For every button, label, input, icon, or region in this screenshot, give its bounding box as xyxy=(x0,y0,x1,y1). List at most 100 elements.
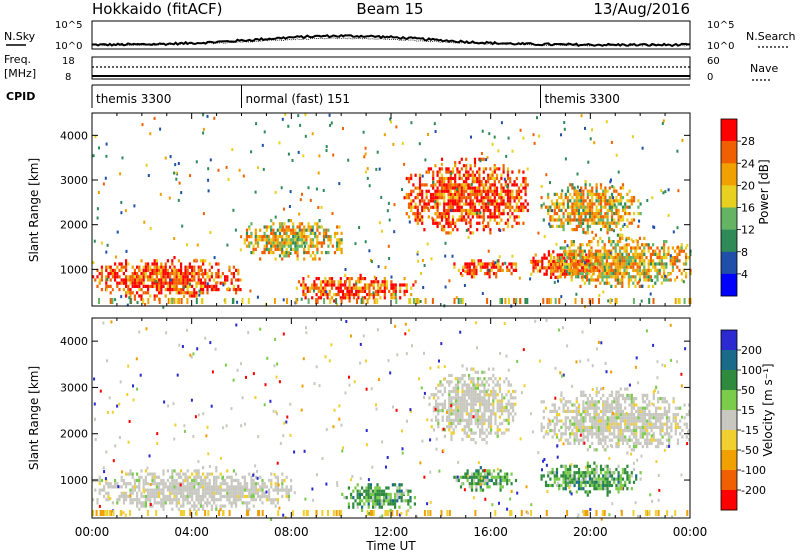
heatmap-cell xyxy=(324,293,327,297)
heatmap-cell xyxy=(322,231,326,235)
noise-panel: N.Sky 10^5 10^0 10^5 10^0 N.Search xyxy=(4,20,796,52)
heatmap-cell xyxy=(400,499,403,503)
heatmap-cell xyxy=(395,298,398,304)
heatmap-cell xyxy=(285,494,288,499)
heatmap-cell xyxy=(586,461,589,465)
heatmap-cell xyxy=(569,483,572,488)
heatmap-cell xyxy=(107,498,110,502)
heatmap-cell xyxy=(580,474,583,478)
heatmap-cell xyxy=(526,167,529,171)
heatmap-cell xyxy=(575,228,578,232)
heatmap-cell xyxy=(456,183,459,187)
heatmap-cell xyxy=(534,259,537,263)
heatmap-cell xyxy=(498,180,501,184)
noise-tick-left-bottom: 10^0 xyxy=(55,41,82,52)
heatmap-cell xyxy=(437,418,440,422)
heatmap-cell xyxy=(588,272,591,276)
heatmap-cell xyxy=(396,496,399,500)
heatmap-cell xyxy=(682,280,685,284)
heatmap-cell xyxy=(663,256,666,260)
heatmap-cell xyxy=(591,199,594,203)
heatmap-cell xyxy=(468,221,471,224)
heatmap-cell xyxy=(549,208,552,212)
heatmap-cell xyxy=(450,409,453,413)
heatmap-cell xyxy=(555,199,559,203)
heatmap-cell xyxy=(416,208,419,213)
heatmap-cell xyxy=(215,491,218,495)
heatmap-cell xyxy=(551,209,554,213)
heatmap-cell xyxy=(289,231,293,235)
heatmap-cell xyxy=(215,281,218,285)
heatmap-cell xyxy=(613,189,616,193)
heatmap-cell xyxy=(638,256,641,260)
heatmap-cell xyxy=(361,286,364,290)
heatmap-cell xyxy=(376,499,379,503)
heatmap-cell xyxy=(569,471,572,475)
heatmap-cell xyxy=(405,289,408,293)
heatmap-cell xyxy=(372,286,375,290)
heatmap-cell xyxy=(549,409,552,413)
heatmap-cell xyxy=(544,483,548,488)
heatmap-cell xyxy=(160,268,163,272)
heatmap-cell xyxy=(558,413,561,417)
heatmap-cell xyxy=(287,488,290,492)
heatmap-cell xyxy=(560,221,563,225)
heatmap-cell xyxy=(606,483,609,488)
heatmap-cell xyxy=(512,402,515,406)
heatmap-cell xyxy=(297,235,300,239)
heatmap-cell xyxy=(468,377,471,381)
heatmap-cell xyxy=(394,499,397,503)
heatmap-cell xyxy=(610,256,613,260)
heatmap-cell xyxy=(599,272,602,276)
heatmap-cell xyxy=(457,377,460,381)
heatmap-cell xyxy=(294,247,297,251)
heatmap-cell xyxy=(235,501,238,505)
heatmap-cell xyxy=(530,261,533,264)
heatmap-cell xyxy=(283,231,286,235)
heatmap-cell xyxy=(109,291,112,295)
heatmap-cell xyxy=(632,252,635,256)
heatmap-cell xyxy=(348,277,351,281)
heatmap-cell xyxy=(210,494,213,499)
heatmap-cell xyxy=(502,212,505,216)
heatmap-cell xyxy=(197,472,200,476)
heatmap-cell xyxy=(447,192,450,197)
heatmap-cell xyxy=(274,475,277,479)
heatmap-cell xyxy=(588,471,592,475)
heatmap-cell xyxy=(308,286,312,290)
heatmap-cell xyxy=(125,294,128,298)
heatmap-cell xyxy=(245,231,249,235)
heatmap-cell xyxy=(625,262,628,266)
heatmap-cell xyxy=(569,490,572,494)
heatmap-cell xyxy=(374,280,378,284)
heatmap-cell xyxy=(664,274,667,278)
heatmap-cell xyxy=(227,286,230,290)
heatmap-cell xyxy=(470,478,474,483)
heatmap-cell xyxy=(377,280,380,284)
heatmap-cell xyxy=(443,208,446,213)
heatmap-cell xyxy=(473,275,476,279)
heatmap-cell xyxy=(237,278,240,282)
heatmap-cell xyxy=(385,492,388,496)
heatmap-cell xyxy=(515,189,518,193)
heatmap-cell xyxy=(586,409,589,413)
heatmap-cell xyxy=(591,432,594,436)
heatmap-cell xyxy=(570,268,573,272)
heatmap-cell xyxy=(606,231,609,235)
heatmap-cell xyxy=(501,298,503,304)
heatmap-cell xyxy=(387,244,390,248)
heatmap-cell xyxy=(252,244,255,248)
heatmap-cell xyxy=(226,288,229,292)
heatmap-cell xyxy=(208,262,211,266)
heatmap-cell xyxy=(274,241,277,245)
heatmap-cell xyxy=(447,170,450,174)
heatmap-cell xyxy=(315,283,318,287)
heatmap-cell xyxy=(376,502,379,506)
heatmap-cell xyxy=(564,483,567,488)
heatmap-cell xyxy=(265,228,268,232)
heatmap-cell xyxy=(311,231,315,235)
heatmap-cell xyxy=(454,189,457,193)
heatmap-cell xyxy=(569,419,572,423)
heatmap-cell xyxy=(537,231,540,235)
heatmap-cell xyxy=(588,298,591,304)
